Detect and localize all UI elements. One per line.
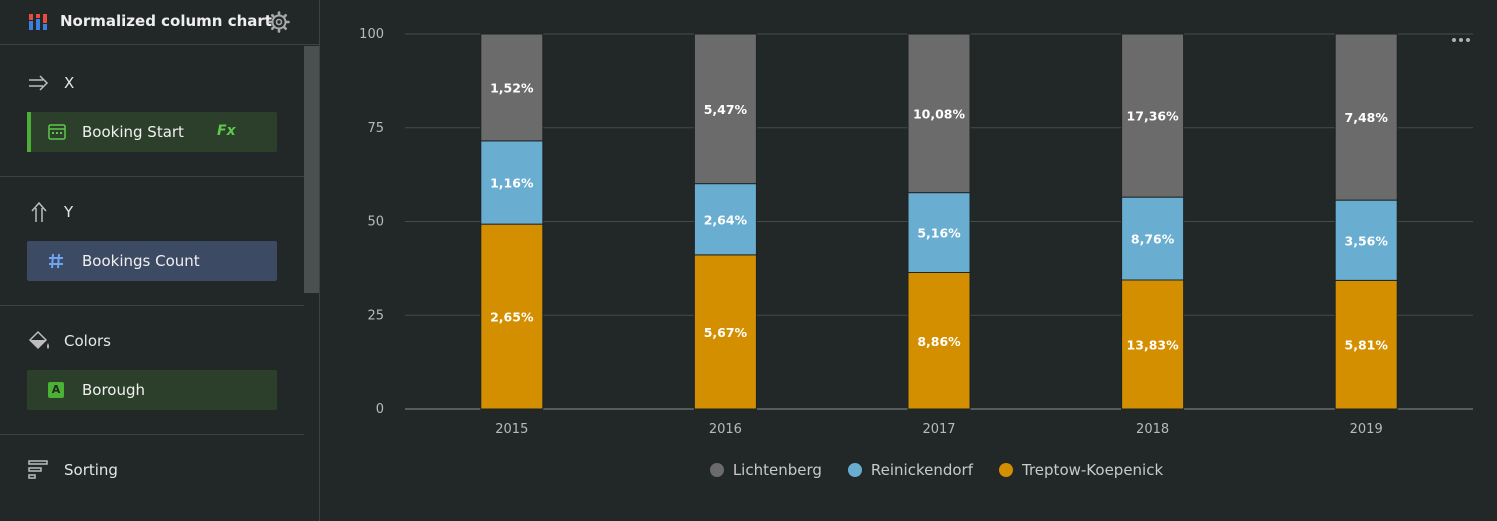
bar-segment[interactable]: [693, 183, 757, 256]
data-label: 8,76%: [1131, 232, 1175, 247]
y-field-pill[interactable]: Bookings Count: [27, 241, 277, 281]
arrow-up-icon: [31, 201, 47, 222]
sidebar-scrollbar[interactable]: [304, 46, 319, 293]
legend-label: Treptow-Koepenick: [1022, 461, 1164, 479]
bar-segment[interactable]: [1121, 279, 1185, 410]
sidebar: Normalized column chart X Booking Start …: [0, 0, 320, 521]
sidebar-header: Normalized column chart: [0, 0, 319, 45]
y-field-label: Bookings Count: [82, 252, 200, 270]
data-label: 13,83%: [1127, 338, 1180, 353]
legend-item[interactable]: Reinickendorf: [847, 458, 974, 482]
data-label: 2,65%: [490, 310, 534, 325]
bar-segment[interactable]: [1334, 279, 1398, 410]
data-label: 5,81%: [1345, 338, 1389, 353]
legend-item[interactable]: Lichtenberg: [709, 458, 822, 482]
chart-type-title[interactable]: Normalized column chart: [60, 12, 272, 30]
hash-icon: [49, 253, 63, 269]
x-field-label: Booking Start: [82, 123, 184, 141]
arrow-right-icon: [29, 75, 49, 91]
data-label: 1,16%: [490, 176, 534, 191]
legend-swatch: [999, 463, 1014, 477]
sort-icon: [28, 460, 48, 479]
bar-segment[interactable]: [693, 33, 757, 185]
bar-segment[interactable]: [480, 33, 544, 142]
paint-bucket-icon: [28, 330, 49, 350]
y-tick-label: 100: [359, 27, 384, 42]
normalized-column-chart-icon: [29, 14, 47, 30]
data-label: 5,47%: [704, 102, 748, 117]
more-options-icon[interactable]: [1450, 36, 1472, 44]
y-tick-label: 25: [367, 308, 384, 323]
legend-label: Lichtenberg: [732, 461, 822, 479]
x-tick-label: 2015: [495, 422, 528, 437]
bar-segment[interactable]: [907, 33, 971, 194]
data-label: 10,08%: [913, 106, 966, 121]
chart-area: 0 25 50 75 100 2,65% 1,16% 1,52% 2015 5,67% 2,64% 5…: [320, 0, 1497, 521]
bar-segment[interactable]: [480, 223, 544, 410]
divider: [0, 305, 304, 306]
data-label: 5,16%: [917, 226, 961, 241]
legend-swatch: [847, 463, 862, 477]
data-label: 17,36%: [1127, 109, 1180, 124]
legend-item[interactable]: Treptow-Koepenick: [999, 458, 1163, 482]
sorting-section-title[interactable]: Sorting: [64, 461, 118, 479]
y-tick-label: 0: [376, 402, 384, 417]
bar-segment[interactable]: [1121, 33, 1185, 198]
x-tick-label: 2016: [709, 422, 742, 437]
string-type-badge: A: [48, 382, 64, 398]
chart-legend: Lichtenberg Reinickendorf Treptow-Koepenic…: [320, 458, 1497, 482]
colors-field-label: Borough: [82, 381, 146, 399]
formula-badge[interactable]: Fx: [217, 123, 236, 139]
y-section-title: Y: [64, 203, 74, 221]
legend-swatch: [709, 463, 724, 477]
data-label: 2,64%: [704, 212, 748, 227]
data-label: 3,56%: [1345, 233, 1389, 248]
divider: [0, 434, 304, 435]
data-label: 8,86%: [917, 334, 961, 349]
colors-field-pill[interactable]: A Borough: [27, 370, 277, 410]
bar-segment[interactable]: [480, 140, 544, 225]
colors-section-title: Colors: [64, 332, 111, 350]
x-tick-label: 2018: [1136, 422, 1169, 437]
divider: [0, 176, 304, 177]
data-label: 1,52%: [490, 80, 534, 95]
bar-segment[interactable]: [907, 272, 971, 410]
pill-accent: [27, 112, 31, 152]
bar-segment[interactable]: [1334, 199, 1398, 281]
legend-label: Reinickendorf: [870, 461, 974, 479]
data-label: 5,67%: [704, 325, 748, 340]
x-field-pill[interactable]: Booking Start Fx: [27, 112, 277, 152]
gear-icon[interactable]: [267, 10, 291, 34]
bar-segment[interactable]: [1121, 196, 1185, 281]
y-tick-label: 50: [367, 215, 384, 230]
bar-segment[interactable]: [1334, 33, 1398, 201]
data-label: 7,48%: [1345, 110, 1389, 125]
normalized-column-chart: 0 25 50 75 100 2,65% 1,16% 1,52% 2015 5,67% 2,64% 5…: [359, 27, 1473, 437]
bar-segment[interactable]: [693, 254, 757, 410]
x-tick-label: 2019: [1350, 422, 1383, 437]
x-section-title: X: [64, 74, 75, 92]
y-tick-label: 75: [367, 121, 384, 136]
calendar-icon: [48, 124, 66, 140]
x-tick-label: 2017: [922, 422, 955, 437]
